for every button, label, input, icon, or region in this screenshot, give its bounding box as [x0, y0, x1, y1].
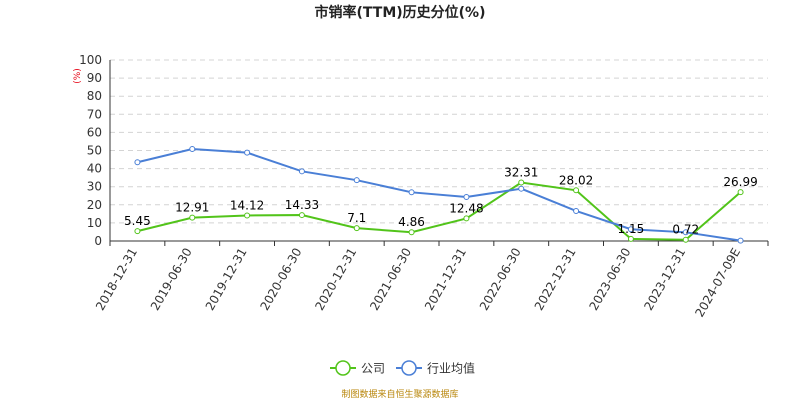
data-label: 14.12: [230, 198, 264, 212]
y-tick-label: 70: [87, 107, 102, 121]
legend-item-1[interactable]: 行业均值: [396, 360, 475, 376]
data-labels: 5.45 12.91 14.12 14.33 7.1 4.86 12.48 32.31 28.0…: [124, 166, 758, 237]
series-1-point: [737, 237, 744, 244]
x-tick-label: 2021-06-30: [367, 246, 414, 313]
x-tick-label: 2022-06-30: [477, 246, 524, 313]
series-1-point: [518, 185, 525, 192]
y-tick-label: 100: [79, 53, 102, 67]
legend-item-0[interactable]: 公司: [330, 360, 385, 376]
data-label: 14.33: [285, 198, 319, 212]
chart-title: 市销率(TTM)历史分位(%): [315, 4, 486, 21]
y-tick-label: 30: [87, 180, 102, 194]
legend-marker-icon: [401, 360, 417, 376]
series-1-point: [353, 177, 360, 184]
x-tick-label: 2023-06-30: [587, 246, 634, 313]
series-1-point: [298, 168, 305, 175]
data-label: 28.02: [559, 173, 593, 187]
legend-label: 公司: [361, 362, 385, 376]
x-tick-label: 2020-12-31: [312, 246, 359, 313]
series-1-point: [189, 146, 196, 153]
data-label: 1.15: [618, 222, 645, 236]
series-0-point: [737, 189, 744, 196]
series-0-point: [189, 214, 196, 221]
series-1-point: [134, 159, 141, 166]
series-group: [134, 146, 744, 244]
series-0-point: [408, 229, 415, 236]
series-0-point: [353, 225, 360, 232]
legend[interactable]: 公司 行业均值: [330, 360, 475, 376]
y-tick-label: 90: [87, 71, 102, 85]
legend-label: 行业均值: [427, 361, 475, 376]
data-label: 4.86: [398, 215, 425, 229]
x-tick-label: 2019-06-30: [148, 246, 195, 313]
series-1-point: [463, 194, 470, 201]
series-line-1: [137, 148, 741, 242]
series-0-point: [573, 187, 580, 194]
series-1-point: [408, 189, 415, 196]
series-1-point: [244, 149, 251, 156]
data-label: 26.99: [723, 175, 757, 189]
y-tick-label: 20: [87, 198, 102, 212]
data-label: 7.1: [347, 211, 366, 225]
series-0-point: [518, 179, 525, 186]
series-0-point: [627, 235, 634, 242]
y-tick-label: 0: [94, 234, 102, 248]
series-0-point: [463, 215, 470, 222]
x-tick-label: 2019-12-31: [203, 245, 250, 312]
series-0-point: [134, 228, 141, 235]
x-tick-label: 2024-07-09E: [692, 246, 743, 320]
data-label: 32.31: [504, 166, 538, 180]
series-1-point: [682, 229, 689, 236]
data-label: 5.45: [124, 214, 151, 228]
data-label: 12.48: [449, 201, 483, 215]
series-0-point: [298, 212, 305, 219]
legend-marker-icon: [335, 360, 351, 376]
series-0-point: [244, 212, 251, 219]
series-1-point: [627, 226, 634, 233]
x-tick-label: 2021-12-31: [422, 245, 469, 312]
series-1-point: [573, 207, 580, 214]
x-tick-label: 2020-06-30: [258, 246, 305, 313]
source-note: 制图数据来自恒生聚源数据库: [341, 388, 458, 400]
y-tick-label: 40: [87, 162, 102, 176]
y-tick-label: 80: [87, 89, 102, 103]
series-0-point: [682, 236, 689, 243]
data-label: 0.72: [672, 223, 699, 237]
x-tick-label: 2022-12-31: [532, 246, 579, 313]
x-tick-label: 2018-12-31: [93, 246, 140, 313]
y-tick-label: 50: [87, 144, 102, 158]
y-tick-label: 10: [87, 216, 102, 230]
y-tick-label: 60: [87, 125, 102, 139]
y-axis-unit: (%): [73, 68, 83, 84]
x-tick-label: 2023-12-31: [641, 246, 688, 313]
series-line-0: [137, 181, 742, 241]
data-label: 12.91: [175, 201, 209, 215]
grid: [110, 59, 768, 224]
